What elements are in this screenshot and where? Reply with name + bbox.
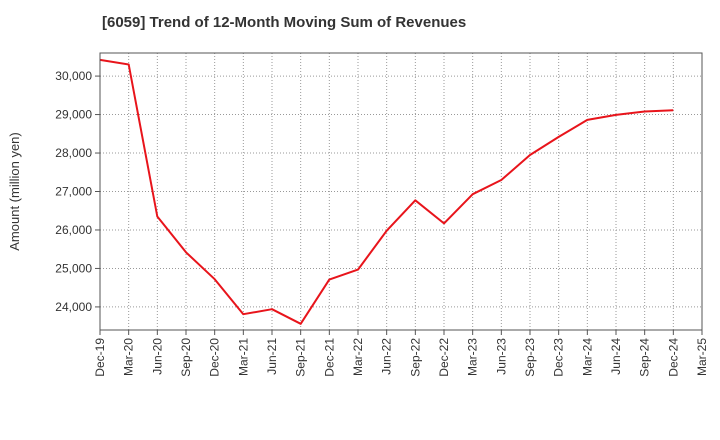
x-tick-label: Mar-20: [122, 338, 136, 376]
x-tick-label: Mar-23: [466, 338, 480, 376]
y-tick-label: 24,000: [55, 300, 92, 314]
x-tick-label: Dec-24: [666, 338, 680, 377]
y-axis-title: Amount (million yen): [7, 132, 22, 251]
x-tick-label: Mar-25: [695, 338, 709, 376]
x-tick-label: Jun-21: [265, 338, 279, 375]
y-axis: 24,000 25,000 26,000 27,000 28,000 29,000 30,0…: [55, 69, 100, 314]
x-tick-label: Dec-20: [208, 338, 222, 377]
x-tick-label: Jun-22: [380, 338, 394, 375]
y-tick-label: 27,000: [55, 185, 92, 199]
x-tick-label: Mar-21: [236, 338, 250, 376]
x-axis: Dec-19 Mar-20 Jun-20 Sep-20 Dec-20 Mar-21 Jun-…: [93, 330, 709, 377]
x-tick-label: Dec-21: [322, 338, 336, 377]
x-tick-label: Jun-24: [609, 338, 623, 375]
x-tick-label: Sep-22: [408, 338, 422, 377]
series-line: [99, 58, 674, 325]
x-tick-label: Sep-24: [638, 338, 652, 377]
grid: [100, 53, 702, 330]
y-tick-label: 29,000: [55, 108, 92, 122]
chart-title: [6059] Trend of 12-Month Moving Sum of R…: [102, 14, 467, 31]
x-tick-label: Sep-20: [179, 338, 193, 377]
x-tick-label: Jun-23: [494, 338, 508, 375]
x-tick-label: Dec-23: [552, 338, 566, 377]
series-line-layer: [99, 58, 674, 325]
y-tick-label: 26,000: [55, 223, 92, 237]
x-tick-label: Mar-24: [580, 338, 594, 376]
x-tick-label: Sep-23: [523, 338, 537, 377]
x-tick-label: Dec-19: [93, 338, 107, 377]
y-tick-label: 28,000: [55, 146, 92, 160]
y-tick-label: 30,000: [55, 69, 92, 83]
x-tick-label: Mar-22: [351, 338, 365, 376]
y-tick-label: 25,000: [55, 261, 92, 275]
x-tick-label: Dec-22: [437, 338, 451, 377]
x-tick-label: Jun-20: [150, 338, 164, 375]
x-tick-label: Sep-21: [294, 338, 308, 377]
